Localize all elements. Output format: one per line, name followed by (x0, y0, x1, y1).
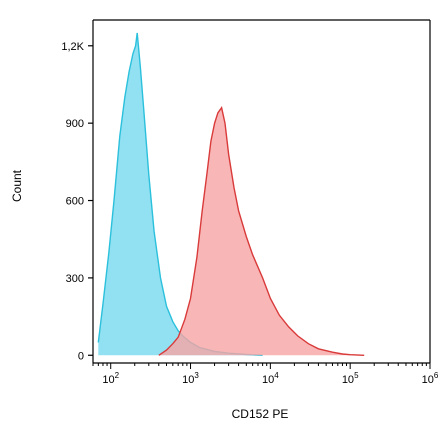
x-tick-label: 102 (102, 371, 119, 386)
x-tick-label: 103 (182, 371, 199, 386)
x-tick-label: 104 (262, 371, 279, 386)
y-tick-label: 1,2K (61, 41, 84, 53)
y-axis-ticks: 0 300 600 900 1,2K (61, 41, 93, 362)
x-axis-ticks: 102 103 104 105 106 (92, 363, 439, 386)
y-axis-title: Count (10, 169, 24, 202)
x-tick-label: 106 (422, 371, 439, 386)
y-tick-label: 900 (66, 118, 84, 130)
y-tick-label: 0 (78, 350, 84, 362)
y-tick-label: 600 (66, 196, 84, 208)
x-axis-title: CD152 PE (232, 407, 289, 421)
series-2-outline (158, 106, 365, 356)
series-2-area (158, 107, 365, 356)
series-1-area (98, 32, 263, 356)
histogram-areas (97, 32, 365, 356)
y-tick-label: 300 (66, 273, 84, 285)
x-tick-label: 105 (342, 371, 359, 386)
